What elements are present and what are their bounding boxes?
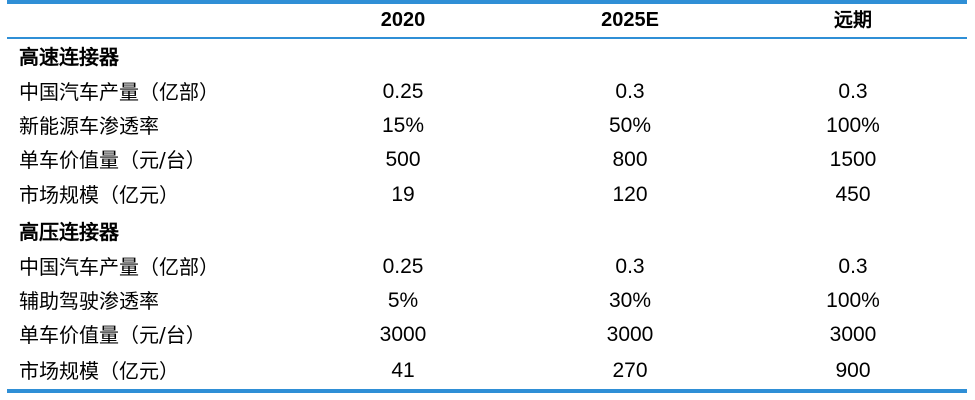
section-title-high-voltage: 高压连接器 <box>19 220 119 244</box>
table-row: 中国汽车产量（亿部） 0.25 0.3 0.3 <box>7 250 967 284</box>
cell-long-term: 1500 <box>829 148 877 171</box>
section-title-row: 高速连接器 <box>7 40 967 74</box>
cell-2025e: 3000 <box>606 323 654 346</box>
cell-long-term: 100% <box>826 289 880 312</box>
header-long-term: 远期 <box>833 9 872 31</box>
cell-2020: 500 <box>385 148 421 171</box>
table-row: 中国汽车产量（亿部） 0.25 0.3 0.3 <box>7 75 967 109</box>
cell-2020: 3000 <box>379 323 427 346</box>
cell-2020: 0.25 <box>382 80 424 103</box>
row-label: 市场规模（亿元） <box>19 359 179 383</box>
cell-long-term: 900 <box>835 359 871 382</box>
header-2025e: 2025E <box>601 9 659 31</box>
cell-long-term: 100% <box>826 114 880 137</box>
cell-2025e: 800 <box>612 148 648 171</box>
table-row: 辅助驾驶渗透率 5% 30% 100% <box>7 284 967 318</box>
cell-long-term: 3000 <box>829 323 877 346</box>
cell-2025e: 0.3 <box>615 255 645 278</box>
cell-2020: 41 <box>391 359 415 382</box>
cell-2025e: 270 <box>612 359 648 382</box>
cell-2020: 19 <box>391 183 415 206</box>
cell-2025e: 30% <box>608 289 652 312</box>
table-row: 单车价值量（元/台） 500 800 1500 <box>7 143 967 177</box>
cell-2020: 0.25 <box>382 255 424 278</box>
header-divider-rule <box>7 37 967 39</box>
section-title-high-speed: 高速连接器 <box>19 45 119 69</box>
row-label: 单车价值量（元/台） <box>19 323 206 347</box>
header-2020: 2020 <box>380 9 426 31</box>
section-title-row: 高压连接器 <box>7 215 967 249</box>
cell-long-term: 0.3 <box>838 80 868 103</box>
row-label: 中国汽车产量（亿部） <box>19 255 219 279</box>
cell-long-term: 0.3 <box>838 255 868 278</box>
cell-2020: 5% <box>387 289 419 312</box>
table-row: 市场规模（亿元） 41 270 900 <box>7 354 967 388</box>
row-label: 新能源车渗透率 <box>19 114 159 138</box>
row-label: 单车价值量（元/台） <box>19 148 206 172</box>
row-label: 中国汽车产量（亿部） <box>19 80 219 104</box>
table-row: 市场规模（亿元） 19 120 450 <box>7 178 967 212</box>
table-row: 单车价值量（元/台） 3000 3000 3000 <box>7 318 967 352</box>
table-row: 新能源车渗透率 15% 50% 100% <box>7 109 967 143</box>
table-bottom-rule <box>7 389 967 393</box>
cell-2025e: 50% <box>608 114 652 137</box>
cell-2025e: 120 <box>612 183 648 206</box>
row-label: 市场规模（亿元） <box>19 183 179 207</box>
row-label: 辅助驾驶渗透率 <box>19 289 159 313</box>
market-size-table: 2020 2025E 远期 高速连接器 中国汽车产量（亿部） 0.25 0.3 … <box>7 0 967 393</box>
cell-long-term: 450 <box>835 183 871 206</box>
table-header-row: 2020 2025E 远期 <box>7 3 967 37</box>
table-top-rule <box>7 0 967 4</box>
cell-2025e: 0.3 <box>615 80 645 103</box>
cell-2020: 15% <box>381 114 425 137</box>
